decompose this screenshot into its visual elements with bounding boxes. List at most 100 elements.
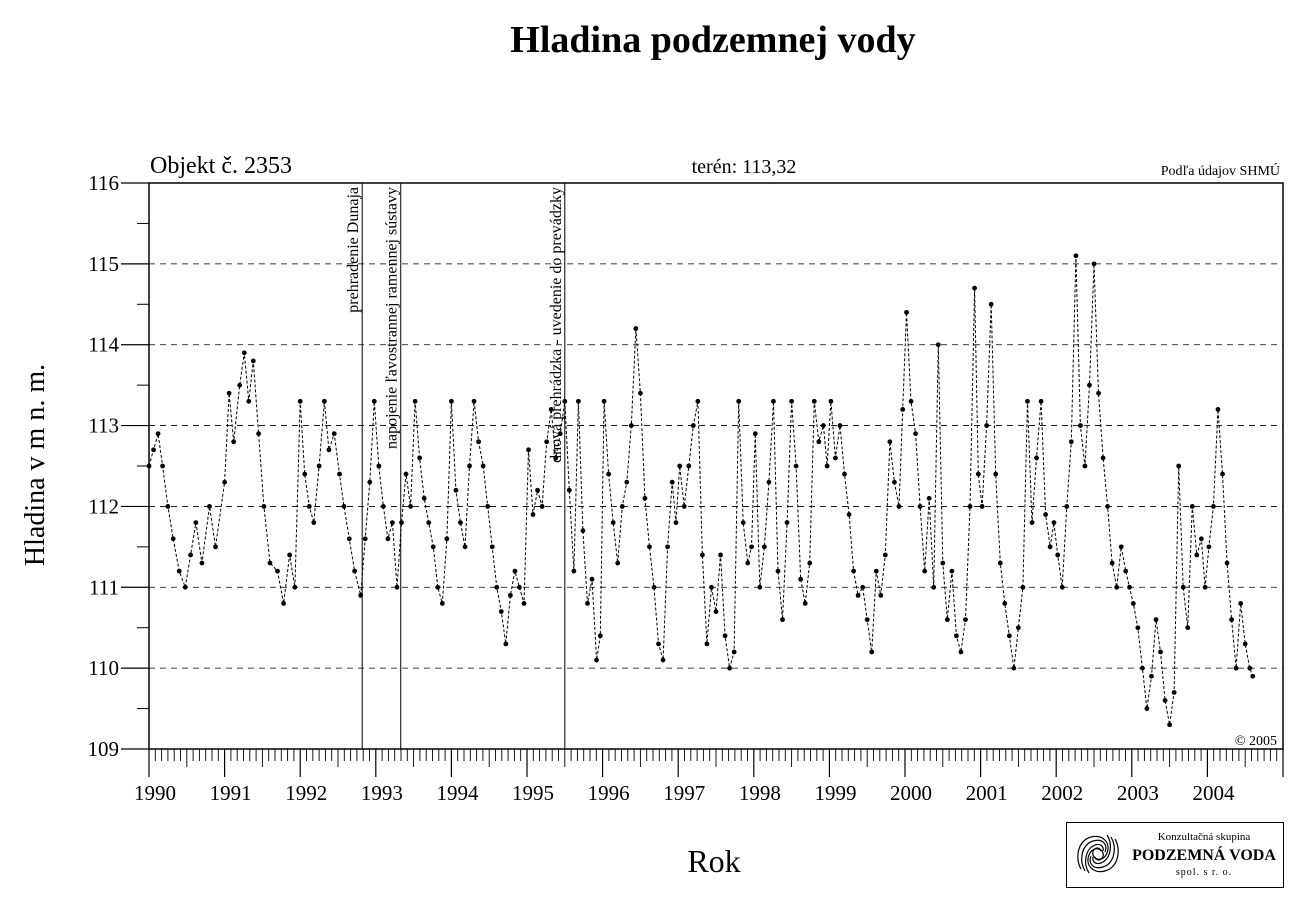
data-point: [1077, 423, 1083, 428]
data-point: [984, 423, 990, 428]
data-point: [757, 584, 763, 590]
data-point: [1114, 584, 1120, 590]
data-point: [352, 568, 358, 574]
data-point: [1149, 673, 1154, 679]
data-point: [371, 398, 377, 404]
data-point: [435, 584, 441, 590]
data-point: [476, 439, 482, 445]
data-point: [297, 398, 303, 404]
data-point: [449, 398, 454, 404]
data-point: [864, 617, 870, 623]
data-point: [380, 504, 386, 509]
data-point: [326, 447, 332, 453]
data-point: [316, 463, 322, 469]
data-point: [601, 398, 607, 404]
data-point: [553, 455, 559, 461]
data-point: [651, 584, 657, 590]
data-point: [860, 584, 866, 590]
data-point: [913, 431, 918, 437]
data-point: [1006, 633, 1012, 639]
data-point: [1043, 512, 1049, 517]
data-point: [362, 536, 368, 542]
y-tick-label: 112: [88, 494, 119, 518]
data-point: [820, 423, 826, 428]
data-point: [633, 326, 639, 331]
data-point: [690, 423, 696, 428]
data-point: [489, 544, 495, 550]
data-point: [979, 504, 985, 509]
x-tick-label: 2000: [890, 781, 932, 805]
data-point: [444, 536, 450, 542]
data-point: [199, 560, 205, 566]
x-tick-label: 1998: [739, 781, 781, 805]
data-point: [1250, 673, 1256, 679]
data-point: [557, 431, 563, 437]
data-point: [1180, 584, 1186, 590]
data-point: [1118, 544, 1124, 550]
data-point: [1158, 649, 1163, 655]
data-point: [771, 398, 776, 404]
data-point: [517, 584, 522, 590]
data-series: [146, 253, 1256, 728]
data-point: [944, 617, 950, 623]
data-point: [1194, 552, 1200, 558]
data-point: [281, 601, 286, 606]
data-point: [736, 398, 742, 404]
data-point: [775, 568, 781, 574]
data-point: [638, 390, 643, 396]
data-point: [462, 544, 468, 550]
data-point: [811, 398, 817, 404]
data-point: [170, 536, 176, 542]
data-point: [619, 504, 625, 509]
data-point: [802, 601, 808, 606]
data-point: [1220, 471, 1225, 477]
data-point: [900, 407, 906, 412]
x-tick-label: 2001: [966, 781, 1008, 805]
data-point: [367, 479, 373, 485]
data-point: [1011, 665, 1017, 671]
data-point: [869, 649, 875, 655]
data-point: [261, 504, 267, 509]
data-point: [580, 528, 586, 534]
data-point: [789, 398, 794, 404]
data-point: [526, 447, 531, 453]
chart-title: Hladina podzemnej vody: [510, 19, 915, 61]
data-point: [917, 504, 923, 509]
data-point: [1162, 698, 1168, 703]
data-point: [503, 641, 509, 647]
logo-line-1: Konzultačná skupina: [1157, 831, 1251, 843]
data-point: [1189, 504, 1195, 509]
data-point: [1144, 706, 1150, 711]
data-point: [686, 463, 692, 469]
data-point: [1135, 625, 1141, 631]
data-point: [972, 285, 977, 291]
data-point: [193, 520, 199, 525]
data-point: [1233, 665, 1239, 671]
x-tick-label: 1997: [663, 781, 705, 805]
data-point: [892, 479, 897, 485]
data-point: [535, 487, 540, 493]
data-point: [681, 504, 687, 509]
data-point: [337, 471, 342, 477]
data-point: [182, 584, 188, 590]
data-point: [642, 495, 648, 501]
data-point: [458, 520, 463, 525]
data-point: [485, 504, 491, 509]
data-point: [576, 398, 581, 404]
data-point: [539, 504, 545, 509]
data-point: [709, 584, 714, 590]
data-point: [403, 471, 409, 477]
data-point: [606, 471, 612, 477]
data-point: [949, 568, 955, 574]
data-point: [967, 504, 973, 509]
data-point: [673, 520, 679, 525]
data-point: [399, 520, 404, 525]
terrain-value: 113,32: [742, 156, 796, 178]
data-point: [846, 512, 852, 517]
data-point: [904, 309, 909, 315]
data-point: [963, 617, 968, 623]
data-point: [1206, 544, 1212, 550]
data-point: [993, 471, 999, 477]
data-point: [390, 520, 395, 525]
